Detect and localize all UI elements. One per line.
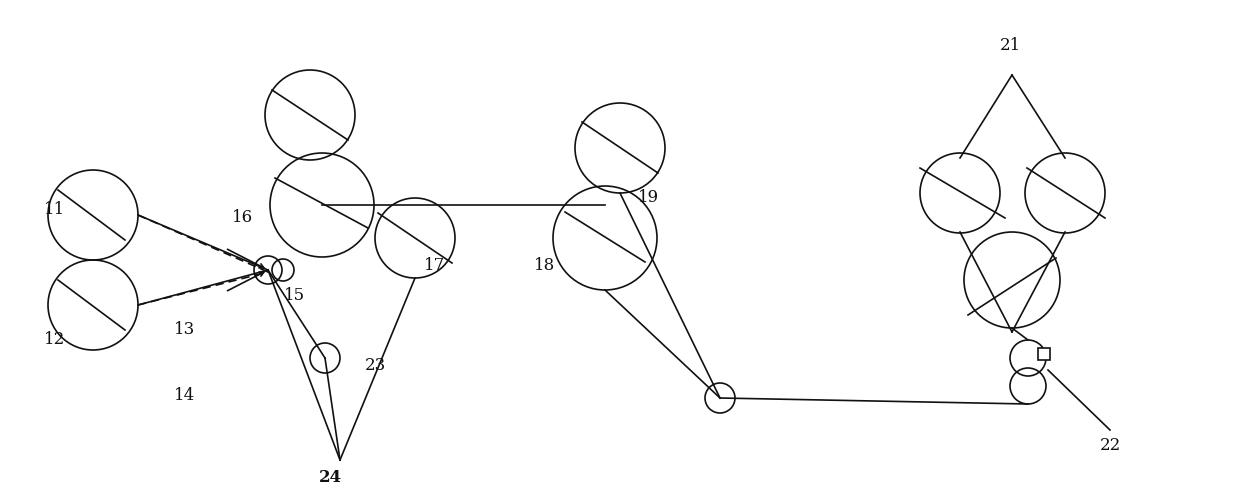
Text: 14: 14 [175,386,196,403]
Text: 15: 15 [285,287,306,303]
Text: 22: 22 [1099,437,1120,454]
Text: 16: 16 [233,210,254,226]
Text: 12: 12 [45,331,66,349]
Text: 18: 18 [534,257,555,274]
Text: 23: 23 [364,357,385,374]
Text: 13: 13 [175,321,196,339]
Bar [1038,348,1049,360]
Text: 19: 19 [637,190,659,207]
Text: 11: 11 [45,202,66,218]
Text: 24: 24 [318,469,342,486]
Text: 21: 21 [1000,37,1021,53]
Text: 17: 17 [425,257,446,274]
